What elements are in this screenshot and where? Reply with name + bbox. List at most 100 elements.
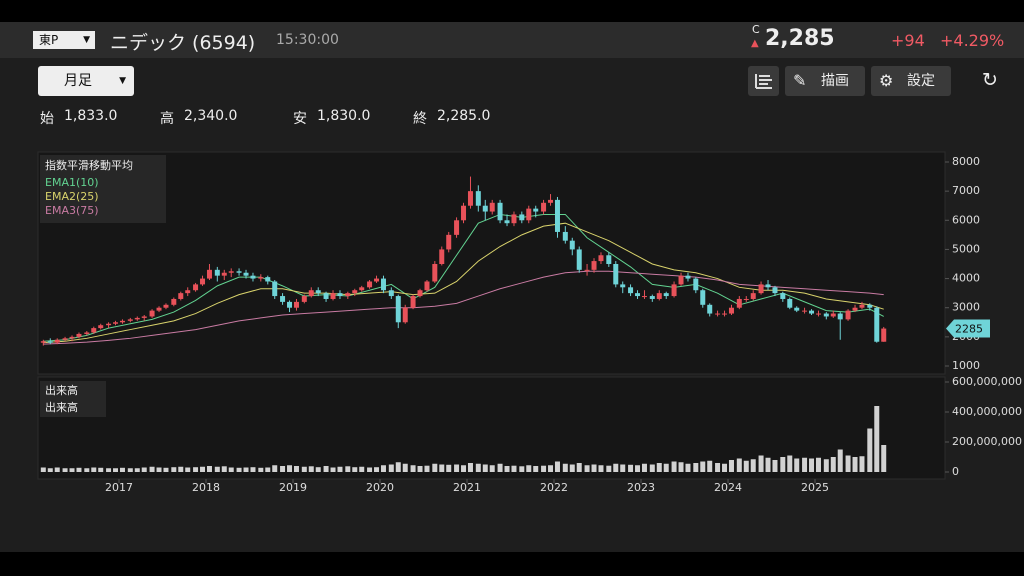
volume-bar [424, 465, 430, 472]
time: 15:30:00 [276, 32, 339, 48]
candle-body [113, 322, 119, 324]
candle-body [548, 199, 554, 203]
volume-bar [193, 467, 199, 472]
candle-body [352, 290, 358, 294]
candle-body [250, 275, 256, 279]
volume-bar [569, 464, 575, 472]
candle-body [511, 214, 517, 224]
ohlc-label: 安 [293, 111, 307, 127]
candle-body [815, 313, 821, 315]
volume-bar [526, 465, 532, 472]
candle-body [554, 199, 560, 232]
candle-body [685, 275, 691, 279]
x-tick-label: 2018 [192, 481, 220, 494]
ohlc-value: 1,833.0 [64, 108, 118, 124]
volume-bar [606, 465, 612, 472]
candle-body [62, 338, 68, 340]
candle-body [736, 298, 742, 308]
price: 2,285 [765, 26, 835, 51]
change-pct: +4.29% [940, 31, 1005, 50]
y-tick-label: 7000 [952, 184, 980, 197]
volume-bar [134, 468, 140, 472]
volume-bar [149, 466, 155, 472]
volume-bar [656, 463, 662, 472]
volume-bar [584, 465, 590, 472]
market-select[interactable]: 東P ▼ [33, 31, 95, 49]
volume-bar [541, 465, 547, 472]
candle-body [482, 205, 488, 212]
volume-bar [200, 466, 206, 472]
legend-entry: 出来高 [45, 400, 78, 414]
candle-body [845, 310, 851, 320]
period-select[interactable]: 月足 ▼ [38, 66, 134, 96]
volume-bar [54, 467, 60, 472]
volume-bar [837, 449, 843, 472]
candle-body [185, 290, 191, 294]
candle-body [424, 281, 430, 291]
volume-bar [548, 465, 554, 472]
y-tick-label: 4000 [952, 272, 980, 285]
legend-box [40, 381, 106, 417]
candle-body [258, 277, 264, 279]
refresh-button[interactable]: ↻ [982, 69, 998, 91]
candle-body [613, 264, 619, 285]
candle-body [765, 284, 771, 288]
x-tick-label: 2022 [540, 481, 568, 494]
volume-bar [69, 468, 75, 472]
ema-line [43, 270, 884, 345]
ema-line [43, 213, 884, 342]
x-tick-label: 2024 [714, 481, 742, 494]
volume-bar [881, 445, 887, 472]
volume-bar [715, 463, 721, 472]
candle-body [526, 208, 532, 221]
volume-bar [163, 467, 169, 472]
candle-body [772, 287, 778, 294]
volume-bar [722, 463, 728, 472]
candle-body [193, 284, 199, 291]
layout-button[interactable] [748, 66, 779, 96]
candle-body [293, 301, 299, 308]
candle-body [794, 307, 800, 311]
legend-entry: EMA2(25) [45, 190, 99, 203]
volume-bar [519, 466, 525, 472]
volume-bar [315, 467, 321, 472]
volume-bar [700, 461, 706, 472]
volume-bar [620, 464, 626, 472]
volume-bar [258, 467, 264, 472]
candle-body [743, 298, 749, 300]
candle-body [171, 298, 177, 305]
volume-bar [554, 461, 560, 472]
candle-body [127, 319, 133, 321]
volume-bar [236, 467, 242, 472]
candle-body [562, 231, 568, 241]
draw-button[interactable]: ✎ 描画 [785, 66, 865, 96]
candle-body [649, 296, 655, 299]
candle-body [206, 269, 212, 279]
ohlc-label: 高 [160, 111, 174, 127]
volume-bar [367, 467, 373, 472]
price-tag-label: 2285 [955, 323, 983, 336]
volume-bar [374, 467, 380, 472]
candle-body [374, 278, 380, 282]
volume-bar [809, 458, 815, 472]
candle-body [584, 269, 590, 271]
candle-body [119, 320, 125, 323]
candle-body [380, 278, 386, 291]
x-tick-label: 2023 [627, 481, 655, 494]
volume-bar [171, 467, 177, 472]
volume-bar [352, 467, 358, 472]
candle-body [301, 296, 307, 302]
candle-body [308, 290, 314, 297]
candle-body [214, 269, 220, 276]
candle-body [837, 313, 843, 320]
candle-body [750, 293, 756, 299]
volume-bar [598, 465, 604, 472]
volume-bar [576, 463, 582, 472]
candle-body [671, 284, 677, 297]
candle-body [141, 316, 147, 318]
volume-bar [489, 465, 495, 472]
candle-body [728, 307, 734, 314]
icon [755, 74, 772, 89]
candle-body [337, 293, 343, 297]
settings-button[interactable]: ⚙ 設定 [871, 66, 951, 96]
